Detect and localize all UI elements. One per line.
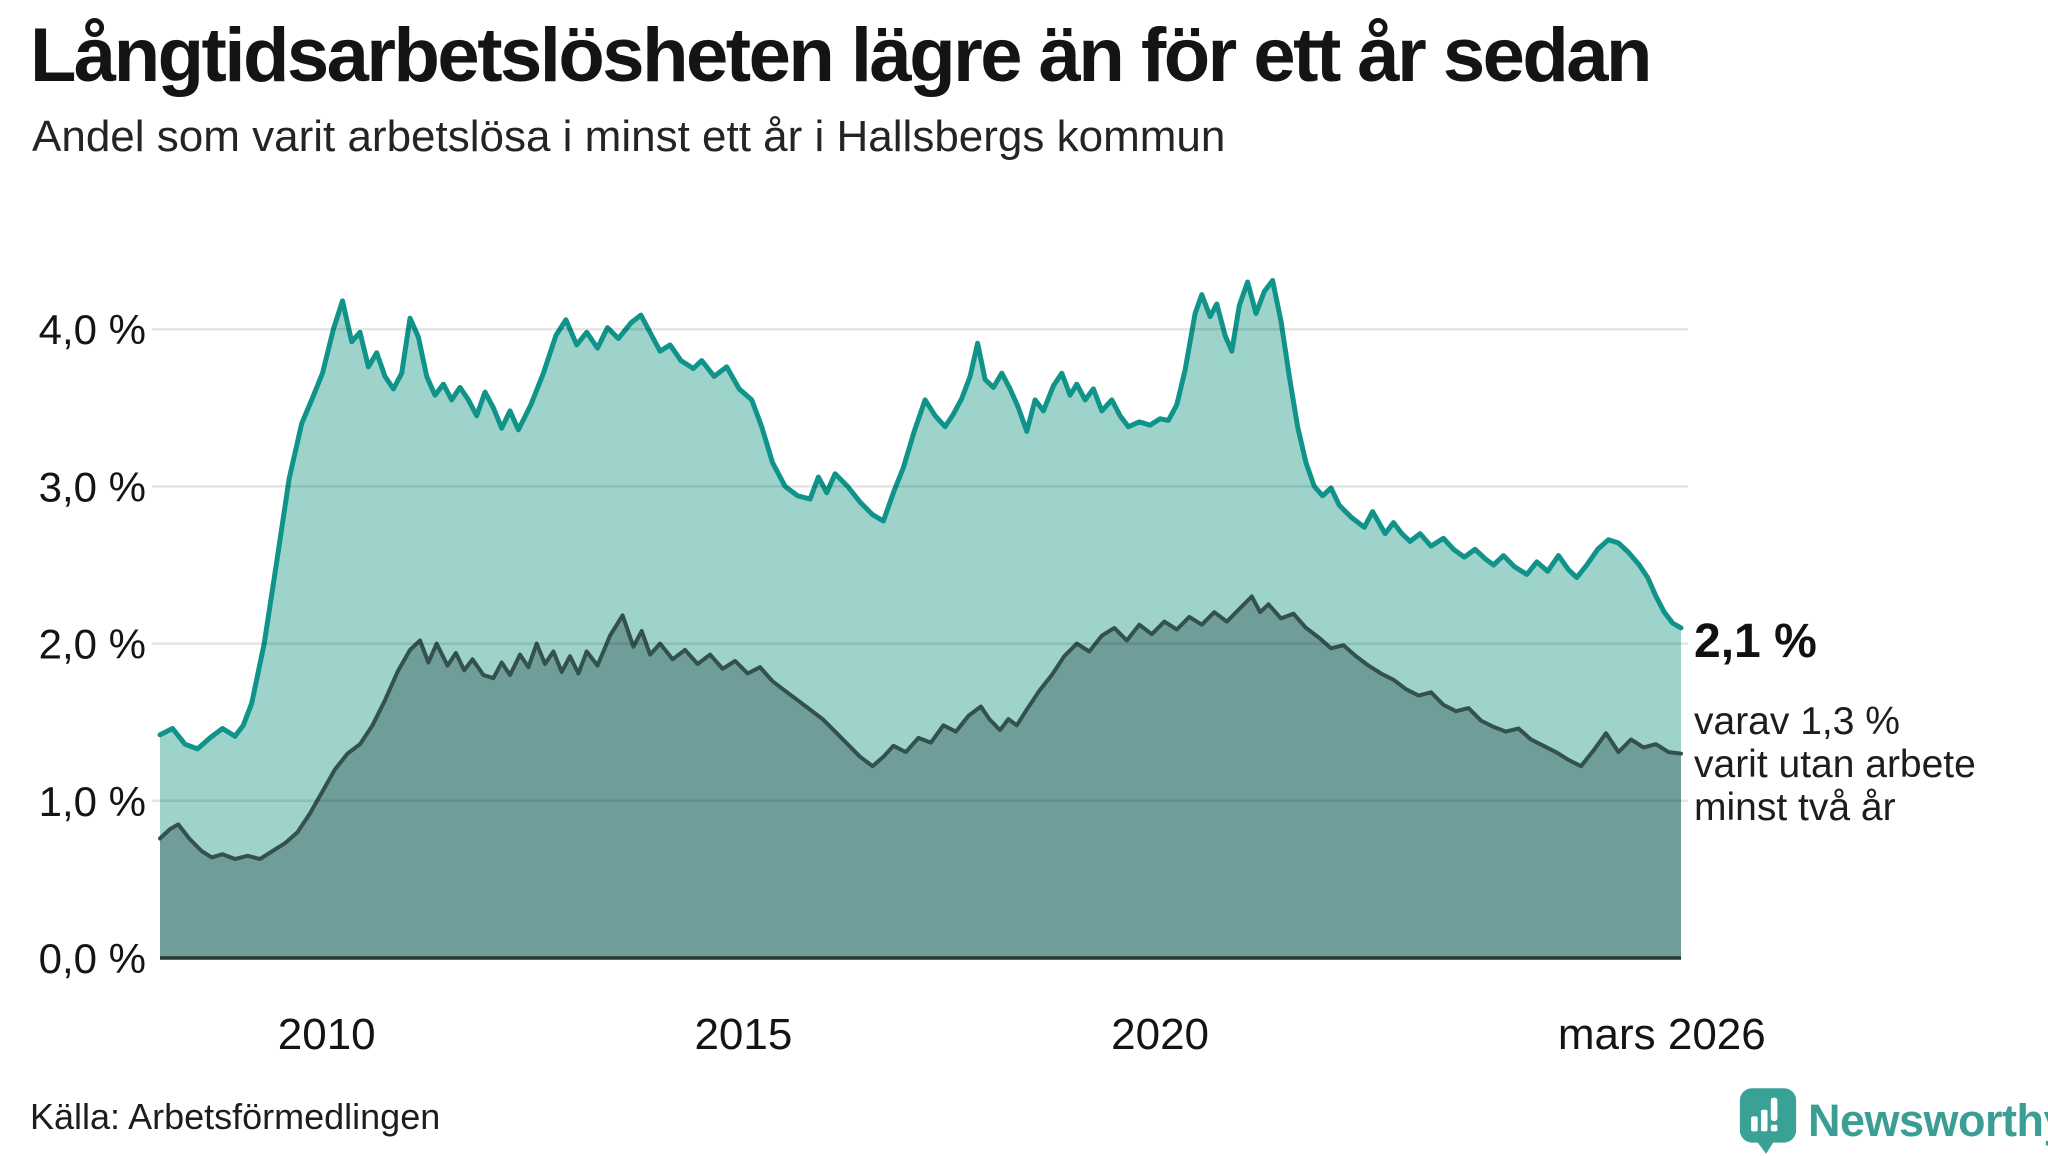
page-subtitle: Andel som varit arbetslösa i minst ett å… [32, 112, 1226, 161]
y-tick-label: 2,0 % [39, 621, 146, 668]
breakdown-annotation: varav 1,3 % varit utan arbete minst två … [1694, 700, 1976, 829]
y-axis-labels: 0,0 % 1,0 % 2,0 % 3,0 % 4,0 % [39, 306, 146, 982]
area-series-group [157, 278, 1684, 958]
x-tick-label: mars 2026 [1558, 1010, 1766, 1059]
x-tick-label: 2010 [278, 1010, 376, 1059]
latest-value-label: 2,1 % [1694, 615, 1817, 668]
x-tick-label: 2020 [1111, 1010, 1209, 1059]
breakdown-line: minst två år [1694, 786, 1896, 829]
y-tick-label: 1,0 % [39, 778, 146, 825]
y-tick-label: 3,0 % [39, 463, 146, 510]
line-series-1 [157, 278, 1684, 752]
page-title: Långtidsarbetslösheten lägre än för ett … [30, 13, 1652, 98]
breakdown-line: varit utan arbete [1694, 743, 1976, 786]
line-series-2 [158, 594, 1683, 861]
breakdown-line: varav 1,3 % [1694, 700, 1900, 743]
x-tick-label: 2015 [694, 1010, 792, 1059]
newsworthy-logo-text: Newsworthy [1808, 1095, 2048, 1146]
source-credit: Källa: Arbetsförmedlingen [30, 1096, 441, 1137]
x-axis-labels: 2010 2015 2020 mars 2026 [278, 1010, 1766, 1059]
y-tick-label: 4,0 % [39, 306, 146, 353]
newsworthy-bars-icon [1739, 1088, 1797, 1154]
newsworthy-logo[interactable]: Newsworthy [1738, 1086, 2048, 1156]
y-tick-label: 0,0 % [39, 935, 146, 982]
area-fill-series-2 [160, 596, 1681, 958]
y-gridlines [152, 327, 1688, 803]
